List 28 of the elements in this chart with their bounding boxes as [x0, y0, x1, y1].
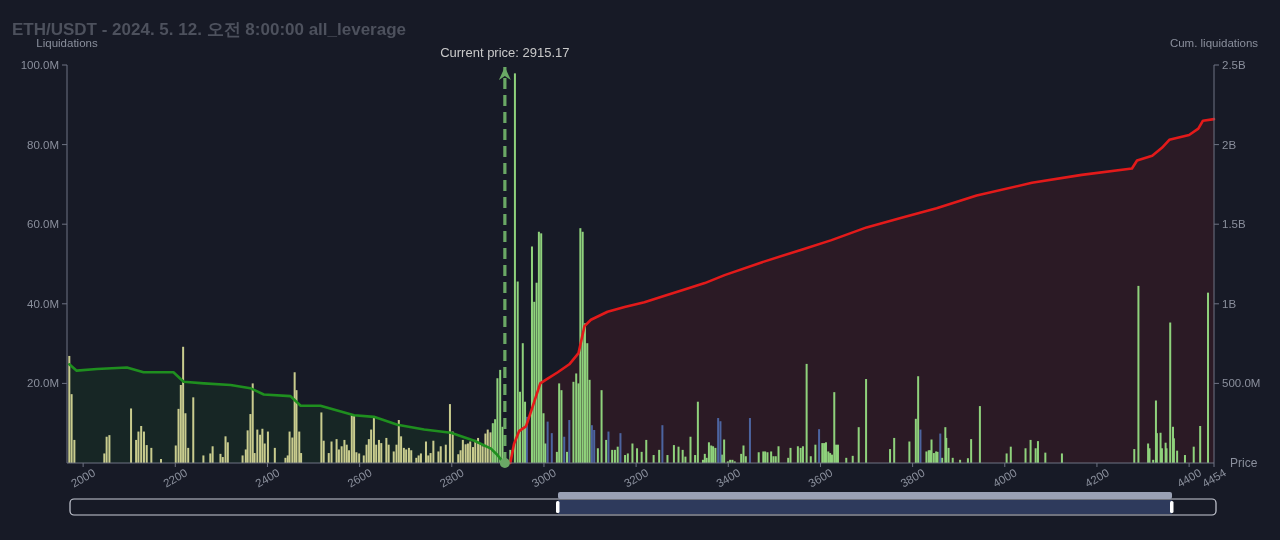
- y2-tick-label: 500.0M: [1222, 377, 1261, 390]
- ref-line-label: Current price: 2915.17: [440, 45, 570, 60]
- ref-line: Current price: 2915.17: [440, 45, 570, 468]
- x-tick-label: 4400: [1175, 466, 1204, 490]
- x-tick-label: 4000: [990, 466, 1019, 490]
- y2-tick-label: 2.5B: [1222, 59, 1246, 71]
- x-tick-label: 3800: [898, 466, 927, 490]
- y-tick-label: 80.0M: [27, 138, 59, 151]
- x-tick-label: 2800: [437, 466, 466, 490]
- x-tick-label: 2600: [345, 466, 374, 490]
- x-tick-label: 4200: [1082, 466, 1112, 490]
- y-tick-label: 60.0M: [27, 218, 59, 231]
- x-tick-label: 3600: [806, 466, 835, 490]
- x-tick-label: 3200: [622, 466, 651, 490]
- x-tick-label: 2200: [161, 466, 190, 490]
- y2-axis-title: Cum. liquidations: [1169, 37, 1259, 49]
- x-tick-label: 2400: [253, 466, 282, 490]
- x-tick-label: 3000: [529, 466, 559, 490]
- y2-tick-label: 2B: [1222, 138, 1237, 151]
- y-tick-label: 100.0M: [20, 59, 59, 71]
- y-tick-label: 20.0M: [27, 377, 59, 390]
- y2-tick-label: 1.5B: [1222, 218, 1246, 231]
- x-tick-label: 3400: [714, 466, 743, 490]
- x-axis-title: Price: [1230, 456, 1258, 470]
- y2-tick-label: 1B: [1222, 297, 1237, 310]
- x-tick-label: 2000: [69, 466, 98, 490]
- y-axis-title: Liquidations: [36, 37, 98, 49]
- y-tick-label: 40.0M: [27, 297, 59, 310]
